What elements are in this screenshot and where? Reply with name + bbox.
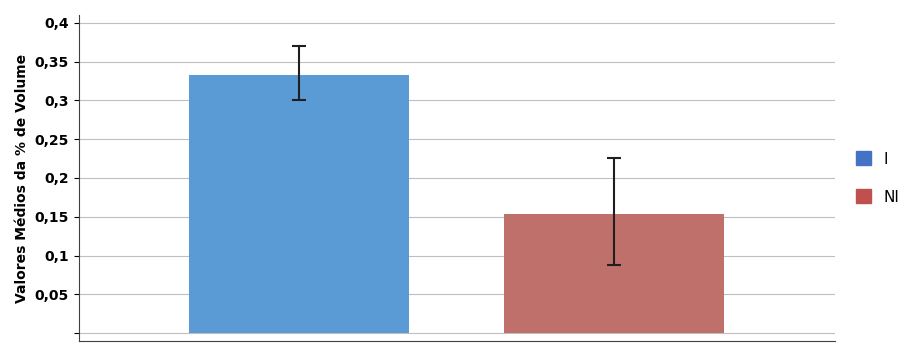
Bar (188, 75, 409, 333)
Y-axis label: Valores Médios da % de Volume: Valores Médios da % de Volume (15, 53, 29, 303)
Legend: I, NI: I, NI (849, 145, 904, 211)
Bar (504, 214, 723, 333)
